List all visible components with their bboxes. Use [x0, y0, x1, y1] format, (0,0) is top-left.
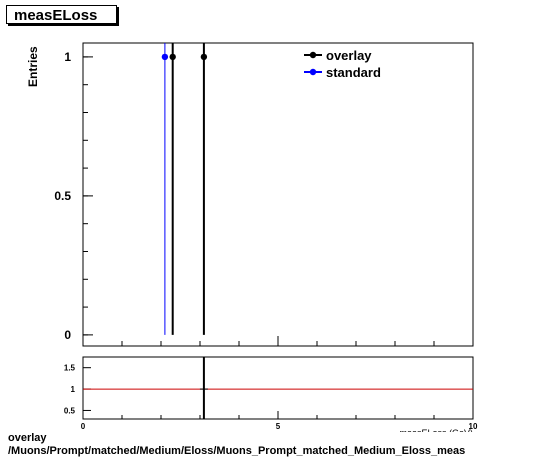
ratio-x-tick-label: 10 [469, 422, 478, 431]
ratio-x-tick-label: 0 [81, 422, 86, 431]
ratio-plot-frame [82, 356, 474, 420]
ratio-x-tick-label: 5 [276, 422, 281, 431]
y-tick-label: 0 [64, 328, 71, 342]
legend-label-overlay: overlay [326, 48, 372, 63]
ratio-y-tick-label: 1 [71, 385, 76, 394]
ratio-y-tick-label: 1.5 [64, 364, 76, 373]
x-axis-label: measELoss (GeV) [399, 428, 473, 432]
series-standard-point [161, 53, 169, 61]
series-overlay-point [169, 53, 176, 61]
ratio-y-tick-label: 0.5 [64, 406, 76, 415]
series-overlay-point [200, 53, 208, 61]
legend-marker-standard [309, 68, 317, 76]
footer-line-2: /Muons/Prompt/matched/Medium/Eloss/Muons… [8, 445, 466, 457]
y-tick-label: 0.5 [54, 189, 71, 203]
chart-title: measELoss [6, 5, 117, 24]
footer-path: overlay /Muons/Prompt/matched/Medium/Elo… [8, 432, 465, 458]
chart-figure: 0 0.5 1 Entries overlay standard 0.5 1 1.5 0 5 10me… [26, 42, 478, 432]
footer-line-1: overlay [8, 432, 47, 444]
y-axis-label: Entries [26, 46, 40, 87]
legend-label-standard: standard [326, 65, 381, 80]
main-plot-frame [82, 42, 474, 347]
legend-marker-overlay [309, 51, 317, 59]
y-tick-label: 1 [64, 50, 71, 64]
